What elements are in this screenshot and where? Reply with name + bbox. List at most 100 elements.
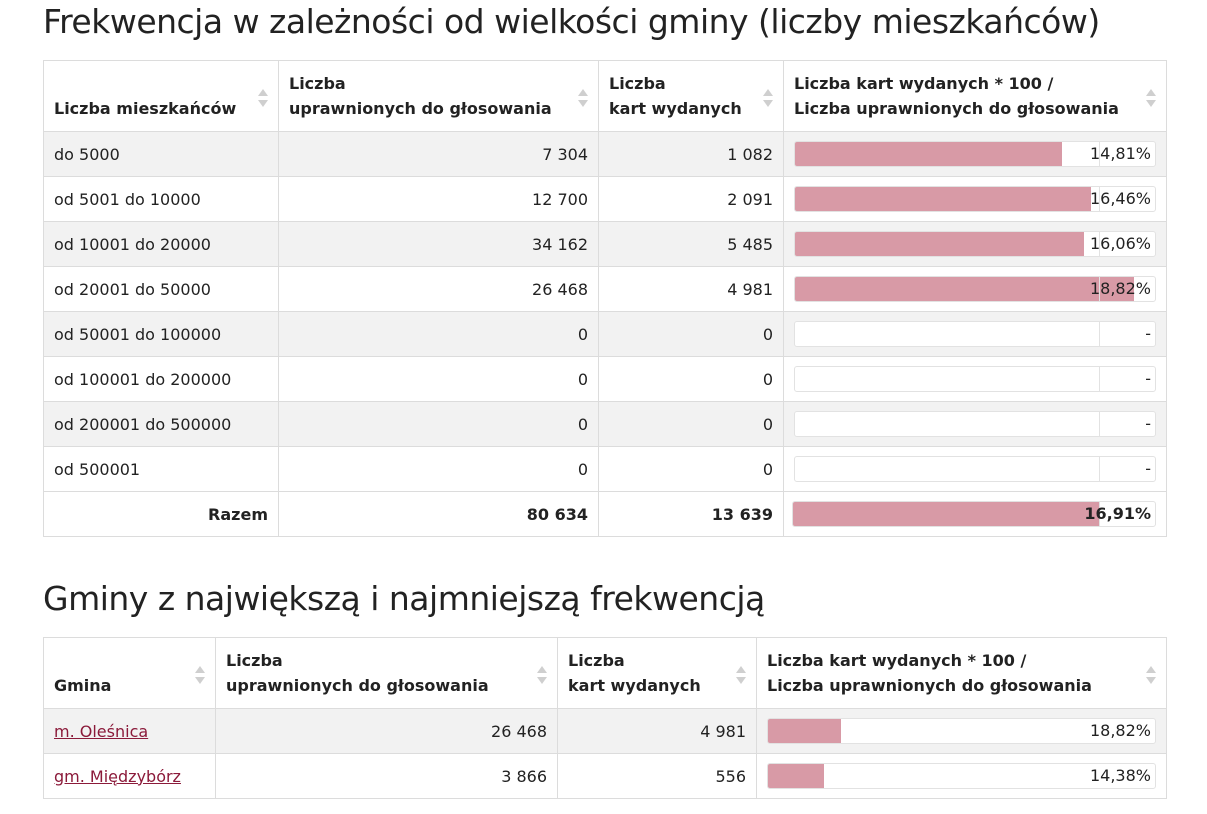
- column-header-population[interactable]: Liczba mieszkańców: [43, 60, 279, 132]
- turnout-bar-cell: 18,82%: [756, 708, 1167, 754]
- gmina-link[interactable]: gm. Międzybórz: [54, 766, 181, 786]
- ballots-issued-cell: 4 981: [557, 708, 757, 754]
- turnout-value: 18,82%: [1089, 721, 1151, 740]
- population-range-cell: od 100001 do 200000: [43, 356, 279, 402]
- turnout-value: -: [1145, 324, 1151, 343]
- sort-icon[interactable]: [736, 664, 746, 686]
- column-header-turnout[interactable]: Liczba kart wydanych * 100 / Liczba upra…: [783, 60, 1167, 132]
- table-row: do 5000 7 304 1 082 14,81%: [43, 131, 1167, 177]
- turnout-bar-tick: [1099, 187, 1101, 211]
- eligible-voters-cell: 12 700: [278, 176, 599, 222]
- sort-icon[interactable]: [1146, 87, 1156, 109]
- turnout-bar-cell: 14,81%: [783, 131, 1167, 177]
- turnout-bar: -: [794, 321, 1156, 347]
- column-header-label: Liczba: [609, 74, 666, 93]
- ballots-issued-cell: 2 091: [598, 176, 784, 222]
- column-header-label: Gmina: [54, 676, 112, 695]
- eligible-voters-cell: 0: [278, 311, 599, 357]
- column-header-label: uprawnionych do głosowania: [226, 676, 489, 695]
- column-header-label: Liczba: [226, 651, 283, 670]
- sort-icon[interactable]: [578, 87, 588, 109]
- turnout-bar-tick: [1099, 322, 1101, 346]
- sort-icon[interactable]: [258, 87, 268, 109]
- turnout-bar-cell: -: [783, 311, 1167, 357]
- table-row: m. Oleśnica 26 468 4 981 18,82%: [43, 708, 1167, 754]
- table-total-row: Razem 80 634 13 639 16,91%: [43, 491, 1167, 537]
- population-range-cell: od 10001 do 20000: [43, 221, 279, 267]
- column-header-label: Liczba uprawnionych do głosowania: [767, 676, 1092, 695]
- section-title-extreme-turnout: Gminy z największą i najmniejszą frekwen…: [43, 579, 765, 618]
- turnout-by-size-table: Liczba mieszkańców Liczba uprawnionych d…: [43, 60, 1167, 537]
- ballots-issued-cell: 13 639: [598, 491, 784, 537]
- column-header-label: Liczba: [568, 651, 625, 670]
- turnout-bar-tick: [1099, 277, 1101, 301]
- turnout-bar-tick: [1099, 502, 1101, 526]
- turnout-bar-cell: -: [783, 401, 1167, 447]
- sort-icon[interactable]: [1146, 664, 1156, 686]
- column-header-eligible-voters[interactable]: Liczba uprawnionych do głosowania: [278, 60, 599, 132]
- sort-icon[interactable]: [195, 664, 205, 686]
- ballots-issued-cell: 0: [598, 446, 784, 492]
- column-header-gmina[interactable]: Gmina: [43, 637, 216, 709]
- turnout-bar: -: [794, 366, 1156, 392]
- table-header-row: Gmina Liczba uprawnionych do głosowania …: [43, 637, 1167, 709]
- turnout-bar-tick: [1099, 142, 1101, 166]
- ballots-issued-cell: 5 485: [598, 221, 784, 267]
- turnout-value: 16,91%: [1084, 504, 1151, 523]
- column-header-ballots-issued[interactable]: Liczba kart wydanych: [557, 637, 757, 709]
- turnout-bar: 18,82%: [794, 276, 1156, 302]
- turnout-value: 16,06%: [1089, 234, 1151, 253]
- population-range-cell: od 500001: [43, 446, 279, 492]
- table-row: od 20001 do 50000 26 468 4 981 18,82%: [43, 266, 1167, 312]
- turnout-bar: 16,91%: [792, 501, 1156, 527]
- column-header-label: kart wydanych: [609, 99, 742, 118]
- ballots-issued-cell: 1 082: [598, 131, 784, 177]
- table-row: gm. Międzybórz 3 866 556 14,38%: [43, 753, 1167, 799]
- gmina-link[interactable]: m. Oleśnica: [54, 721, 149, 741]
- table-row: od 10001 do 20000 34 162 5 485 16,06%: [43, 221, 1167, 267]
- population-range-cell: do 5000: [43, 131, 279, 177]
- eligible-voters-cell: 7 304: [278, 131, 599, 177]
- turnout-bar-fill: [795, 187, 1092, 211]
- turnout-bar-tick: [1099, 457, 1101, 481]
- turnout-bar-cell: 14,38%: [756, 753, 1167, 799]
- column-header-eligible-voters[interactable]: Liczba uprawnionych do głosowania: [215, 637, 558, 709]
- column-header-turnout[interactable]: Liczba kart wydanych * 100 / Liczba upra…: [756, 637, 1167, 709]
- sort-icon[interactable]: [763, 87, 773, 109]
- turnout-bar-cell: 18,82%: [783, 266, 1167, 312]
- population-range-cell: od 200001 do 500000: [43, 401, 279, 447]
- turnout-value: -: [1145, 459, 1151, 478]
- extreme-turnout-table: Gmina Liczba uprawnionych do głosowania …: [43, 637, 1167, 799]
- turnout-bar-fill: [795, 142, 1062, 166]
- section-title-turnout-by-size: Frekwencja w zależności od wielkości gmi…: [43, 2, 1100, 41]
- population-range-cell: od 5001 do 10000: [43, 176, 279, 222]
- turnout-bar-cell: -: [783, 356, 1167, 402]
- column-header-ballots-issued[interactable]: Liczba kart wydanych: [598, 60, 784, 132]
- turnout-bar: 14,38%: [767, 763, 1156, 789]
- turnout-bar-fill: [793, 502, 1100, 526]
- table-header-row: Liczba mieszkańców Liczba uprawnionych d…: [43, 60, 1167, 132]
- turnout-bar-tick: [1099, 367, 1101, 391]
- ballots-issued-cell: 556: [557, 753, 757, 799]
- gmina-cell: gm. Międzybórz: [43, 753, 216, 799]
- turnout-bar-fill: [795, 232, 1085, 256]
- table-row: od 5001 do 10000 12 700 2 091 16,46%: [43, 176, 1167, 222]
- eligible-voters-cell: 0: [278, 446, 599, 492]
- eligible-voters-cell: 26 468: [278, 266, 599, 312]
- turnout-bar: -: [794, 411, 1156, 437]
- turnout-value: 16,46%: [1089, 189, 1151, 208]
- turnout-bar-fill: [795, 277, 1134, 301]
- sort-icon[interactable]: [537, 664, 547, 686]
- turnout-value: 18,82%: [1089, 279, 1151, 298]
- eligible-voters-cell: 34 162: [278, 221, 599, 267]
- eligible-voters-cell: 26 468: [215, 708, 558, 754]
- table-row: od 500001 0 0-: [43, 446, 1167, 492]
- turnout-bar-cell: 16,46%: [783, 176, 1167, 222]
- turnout-bar: 18,82%: [767, 718, 1156, 744]
- turnout-bar: -: [794, 456, 1156, 482]
- ballots-issued-cell: 0: [598, 356, 784, 402]
- table-row: od 200001 do 500000 0 0-: [43, 401, 1167, 447]
- turnout-bar: 16,46%: [794, 186, 1156, 212]
- column-header-label: Liczba mieszkańców: [54, 99, 237, 118]
- total-label-cell: Razem: [43, 491, 279, 537]
